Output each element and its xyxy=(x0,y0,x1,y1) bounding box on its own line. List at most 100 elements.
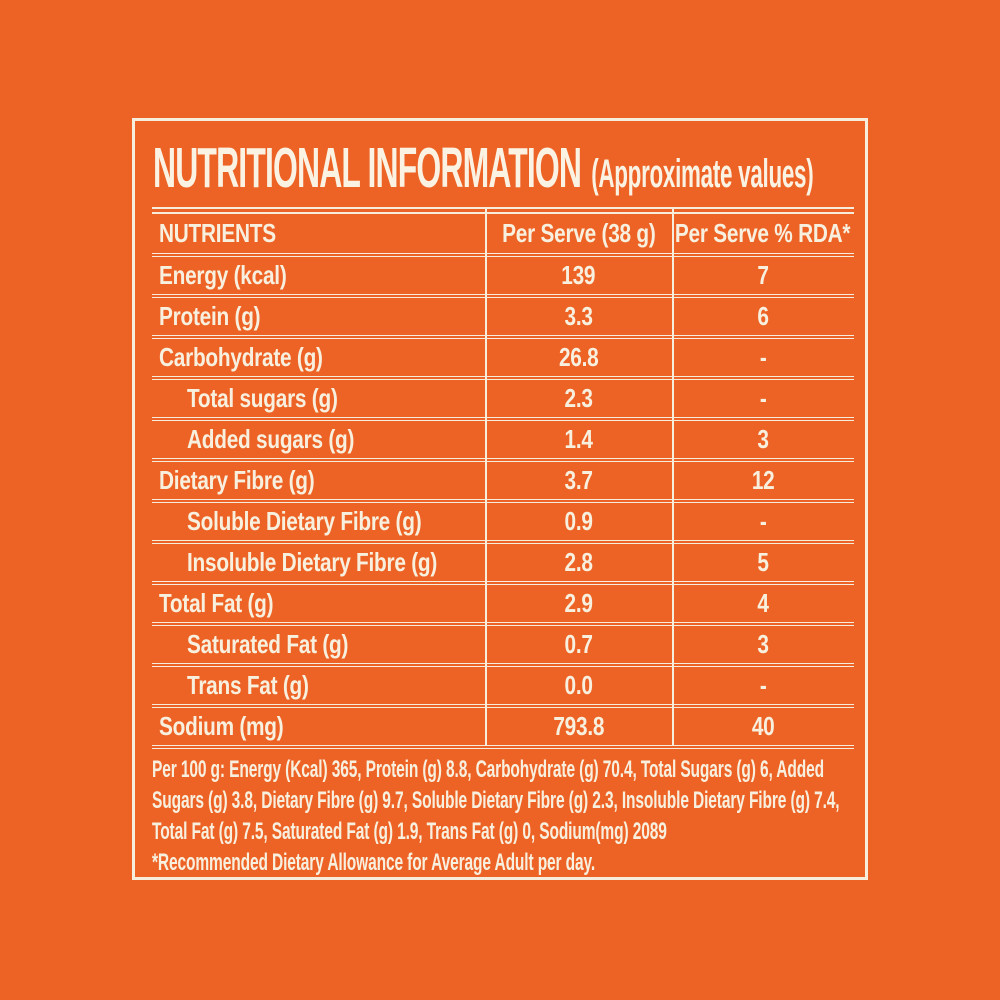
per-serve-value: 0.7 xyxy=(564,629,593,659)
per-serve-value: 1.4 xyxy=(564,424,593,454)
nutrient-label: Saturated Fat (g) xyxy=(187,629,349,659)
nutrient-label: Insoluble Dietary Fibre (g) xyxy=(187,547,438,577)
rda-value: 4 xyxy=(757,588,769,618)
per-serve-cell: 139 xyxy=(485,257,672,294)
header-nutrients: NUTRIENTS xyxy=(152,214,485,253)
nutrient-label: Sodium (mg) xyxy=(159,711,284,741)
per-serve-cell: 1.4 xyxy=(485,421,672,458)
page-title: NUTRITIONAL INFORMATION xyxy=(153,136,582,200)
column-divider-1 xyxy=(485,207,487,745)
nutrition-panel: NUTRITIONAL INFORMATION (Approximate valu… xyxy=(132,118,868,880)
rda-value: - xyxy=(759,506,767,536)
rda-value: - xyxy=(759,383,767,413)
per-serve-value: 2.3 xyxy=(564,383,593,413)
per-serve-value: 0.9 xyxy=(564,506,593,536)
header-rda: Per Serve % RDA* xyxy=(672,214,854,253)
table-row-sodium: Sodium (mg) 793.8 40 xyxy=(152,704,854,745)
nutrient-label: Soluble Dietary Fibre (g) xyxy=(187,506,422,536)
rda-value: 40 xyxy=(751,711,775,741)
table-row-protein: Protein (g) 3.3 6 xyxy=(152,294,854,335)
rda-value: 3 xyxy=(757,629,769,659)
footer-notes-scale: Per 100 g: Energy (Kcal) 365, Protein (g… xyxy=(152,754,854,878)
nutrient-label: Protein (g) xyxy=(159,301,261,331)
rda-cell: - xyxy=(672,380,854,417)
nutrient-label-cell: Sodium (mg) xyxy=(152,708,485,745)
nutrient-label: Added sugars (g) xyxy=(187,424,355,454)
rda-cell: 4 xyxy=(672,585,854,622)
rda-value: 6 xyxy=(757,301,769,331)
table-row-energy: Energy (kcal) 139 7 xyxy=(152,253,854,294)
per-serve-value: 139 xyxy=(561,260,596,290)
header-per-serve-label: Per Serve (38 g) xyxy=(501,218,656,248)
nutrient-label: Energy (kcal) xyxy=(159,260,287,290)
nutrition-table: NUTRIENTS Per Serve (38 g) Per Serve % R… xyxy=(152,207,854,749)
rda-cell: 12 xyxy=(672,462,854,499)
per-100g-note: Per 100 g: Energy (Kcal) 365, Protein (g… xyxy=(152,756,840,845)
table-row-trans-fat: Trans Fat (g) 0.0 - xyxy=(152,663,854,704)
column-divider-2 xyxy=(672,207,674,745)
rda-value: 5 xyxy=(757,547,769,577)
rda-cell: 40 xyxy=(672,708,854,745)
header-nutrients-label: NUTRIENTS xyxy=(159,218,276,248)
per-serve-value: 3.7 xyxy=(564,465,593,495)
footer-notes: Per 100 g: Energy (Kcal) 365, Protein (g… xyxy=(152,754,854,878)
page-subtitle: (Approximate values) xyxy=(591,152,814,196)
table-row-carbohydrate: Carbohydrate (g) 26.8 - xyxy=(152,335,854,376)
per-serve-cell: 0.7 xyxy=(485,626,672,663)
rda-cell: 6 xyxy=(672,298,854,335)
table-row-dietary-fibre: Dietary Fibre (g) 3.7 12 xyxy=(152,458,854,499)
per-serve-value: 0.0 xyxy=(564,670,593,700)
nutrient-label: Carbohydrate (g) xyxy=(159,342,323,372)
rda-cell: 3 xyxy=(672,421,854,458)
rda-value: 12 xyxy=(751,465,775,495)
nutrient-label-cell: Soluble Dietary Fibre (g) xyxy=(152,503,485,540)
per-serve-cell: 26.8 xyxy=(485,339,672,376)
header-per-serve: Per Serve (38 g) xyxy=(485,214,672,253)
per-serve-value: 793.8 xyxy=(553,711,604,741)
per-serve-cell: 793.8 xyxy=(485,708,672,745)
per-serve-value: 2.8 xyxy=(564,547,593,577)
per-serve-cell: 2.8 xyxy=(485,544,672,581)
rda-cell: - xyxy=(672,339,854,376)
nutrient-label: Total sugars (g) xyxy=(187,383,338,413)
table-row-saturated-fat: Saturated Fat (g) 0.7 3 xyxy=(152,622,854,663)
table-row-insoluble-fibre: Insoluble Dietary Fibre (g) 2.8 5 xyxy=(152,540,854,581)
table-row-soluble-fibre: Soluble Dietary Fibre (g) 0.9 - xyxy=(152,499,854,540)
nutrient-label-cell: Trans Fat (g) xyxy=(152,667,485,704)
table-row-total-sugars: Total sugars (g) 2.3 - xyxy=(152,376,854,417)
nutrient-label-cell: Carbohydrate (g) xyxy=(152,339,485,376)
nutrient-label-cell: Dietary Fibre (g) xyxy=(152,462,485,499)
rda-cell: - xyxy=(672,503,854,540)
nutrient-label-cell: Added sugars (g) xyxy=(152,421,485,458)
nutrient-label-cell: Insoluble Dietary Fibre (g) xyxy=(152,544,485,581)
nutrient-label-cell: Protein (g) xyxy=(152,298,485,335)
table-row-added-sugars: Added sugars (g) 1.4 3 xyxy=(152,417,854,458)
rda-cell: 7 xyxy=(672,257,854,294)
per-serve-value: 26.8 xyxy=(558,342,599,372)
rda-value: 3 xyxy=(757,424,769,454)
rda-cell: 3 xyxy=(672,626,854,663)
nutrient-label-cell: Energy (kcal) xyxy=(152,257,485,294)
header-rda-label: Per Serve % RDA* xyxy=(675,218,851,248)
per-serve-cell: 2.3 xyxy=(485,380,672,417)
per-serve-cell: 3.7 xyxy=(485,462,672,499)
rda-value: - xyxy=(759,670,767,700)
per-serve-value: 3.3 xyxy=(564,301,593,331)
panel-title-scale: NUTRITIONAL INFORMATION (Approximate valu… xyxy=(153,135,814,201)
table-row-total-fat: Total Fat (g) 2.9 4 xyxy=(152,581,854,622)
rda-cell: - xyxy=(672,667,854,704)
rda-note: *Recommended Dietary Allowance for Avera… xyxy=(152,849,596,876)
nutrient-label: Total Fat (g) xyxy=(159,588,274,618)
rda-cell: 5 xyxy=(672,544,854,581)
rda-value: 7 xyxy=(757,260,769,290)
nutrient-label: Dietary Fibre (g) xyxy=(159,465,315,495)
per-serve-cell: 0.9 xyxy=(485,503,672,540)
nutrient-label-cell: Saturated Fat (g) xyxy=(152,626,485,663)
rda-value: - xyxy=(759,342,767,372)
per-serve-cell: 2.9 xyxy=(485,585,672,622)
nutrient-label-cell: Total Fat (g) xyxy=(152,585,485,622)
per-serve-cell: 0.0 xyxy=(485,667,672,704)
table-header-row: NUTRIENTS Per Serve (38 g) Per Serve % R… xyxy=(152,207,854,253)
panel-title-row: NUTRITIONAL INFORMATION (Approximate valu… xyxy=(153,135,1000,201)
